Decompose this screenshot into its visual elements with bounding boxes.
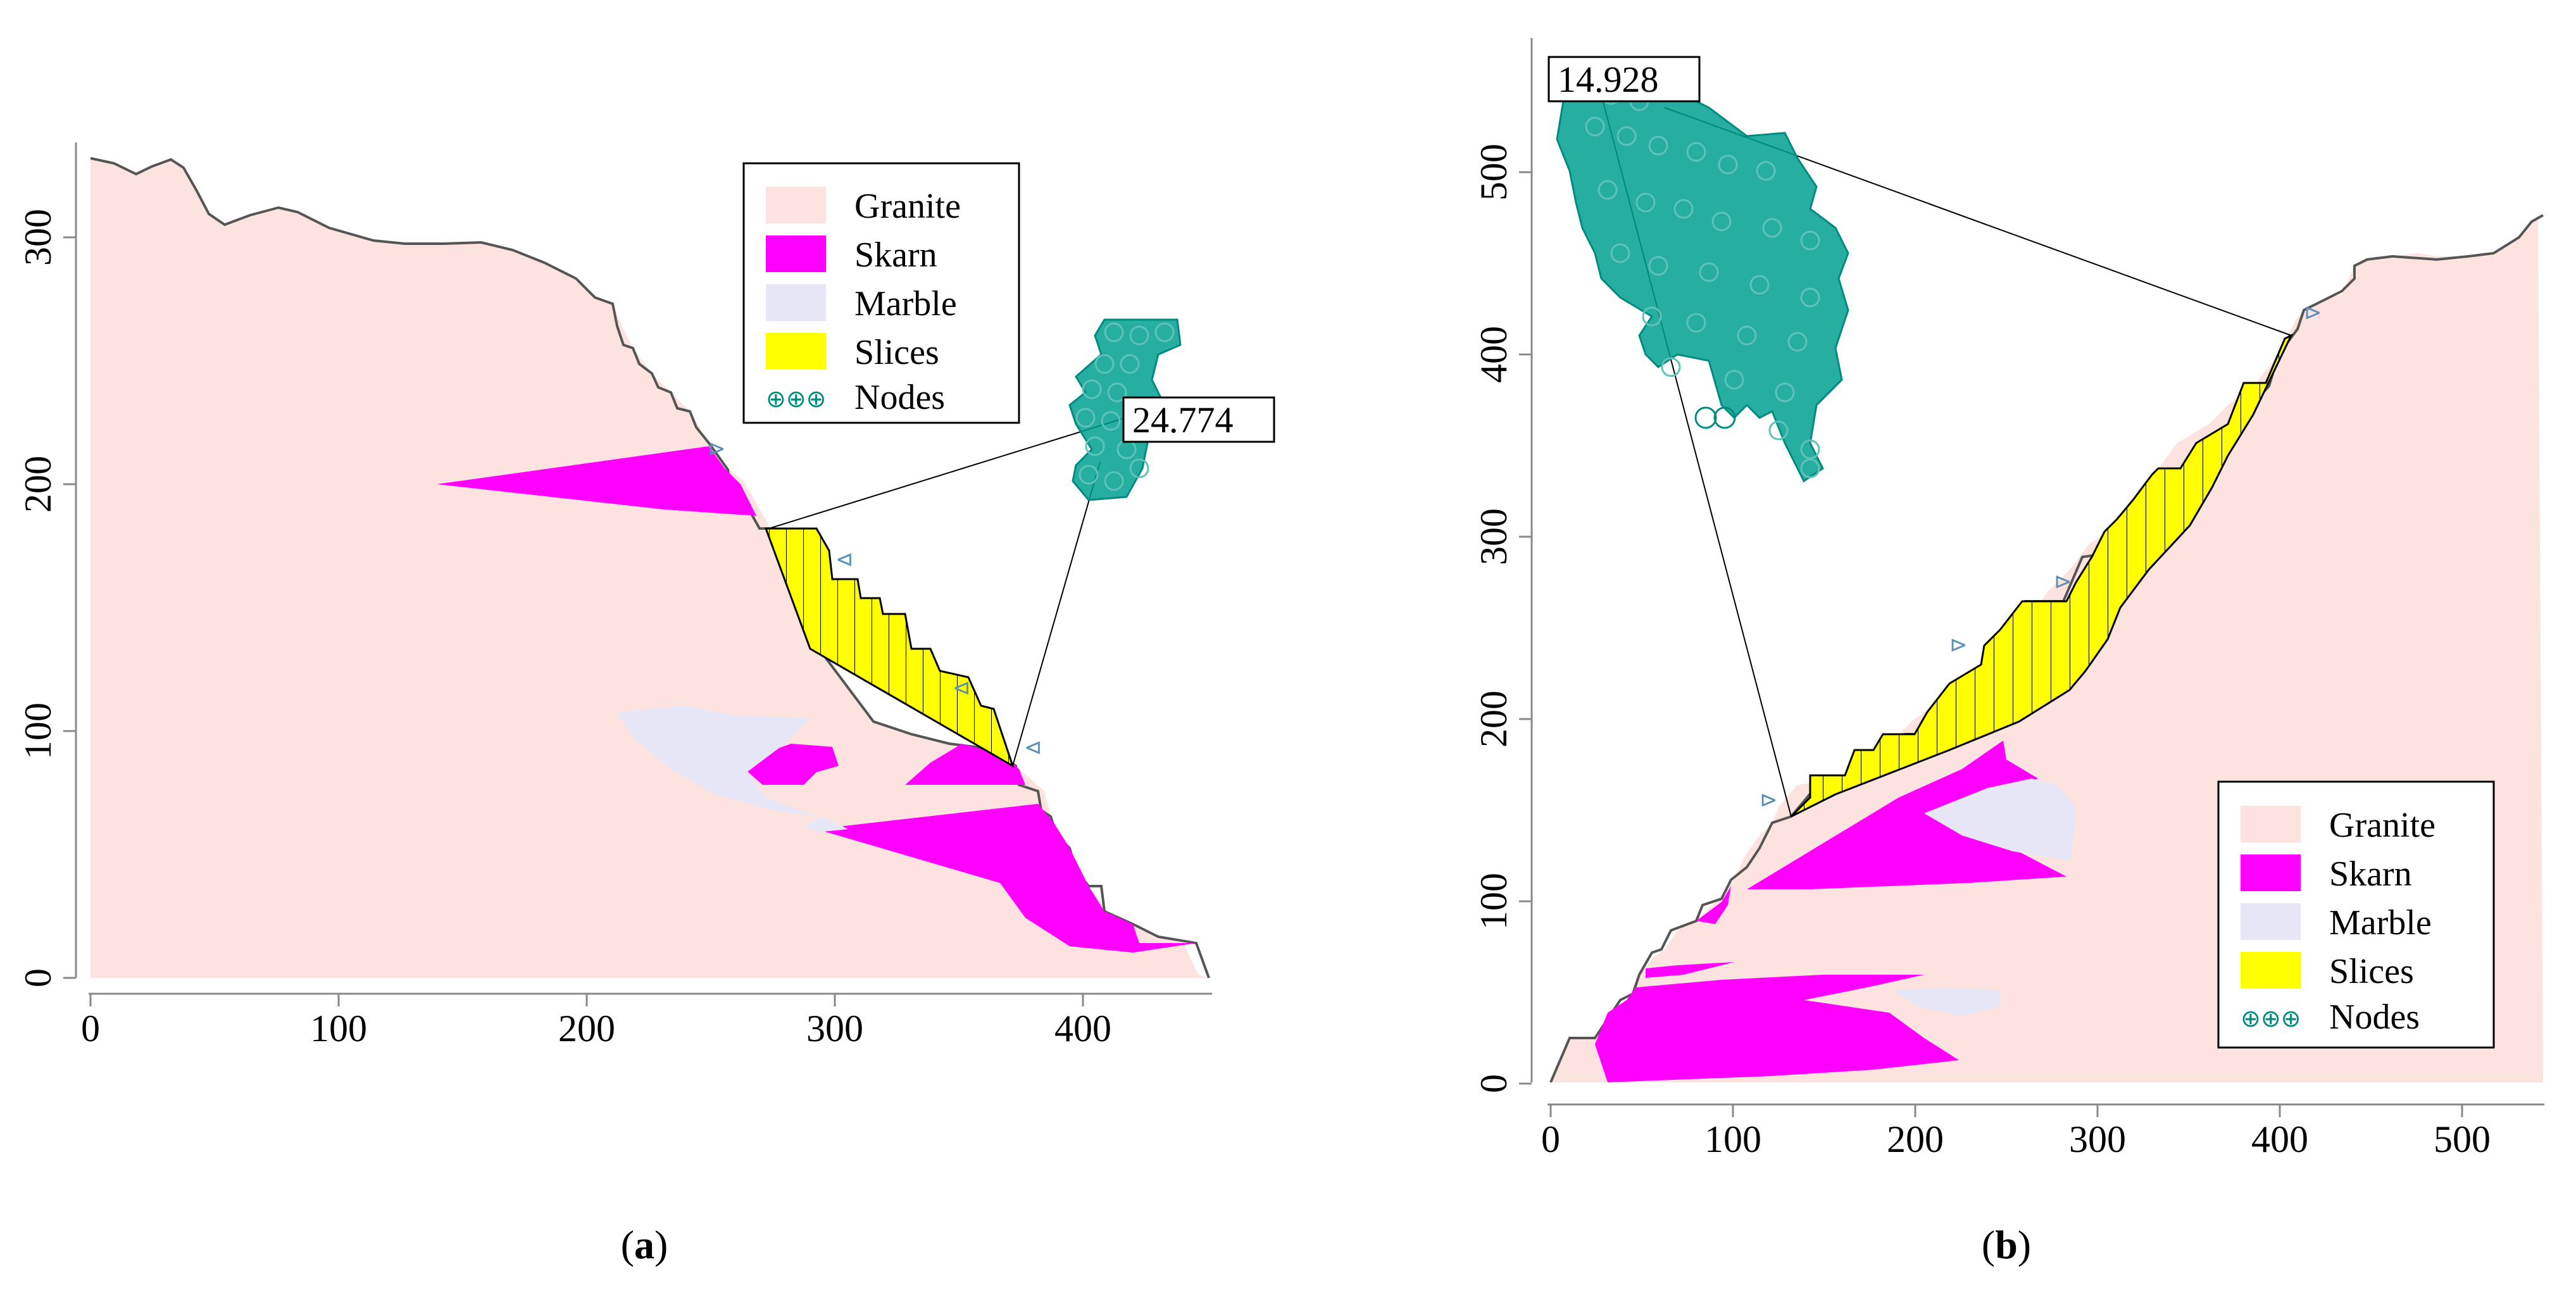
legend-b-swatch-marble <box>2241 903 2301 940</box>
skarn-body-b4 <box>1696 886 1731 924</box>
x-tick-label-b5: 500 <box>2434 1118 2491 1160</box>
legend-a-label-nodes: Nodes <box>854 378 945 417</box>
legend-a-label-slices: Slices <box>854 333 939 372</box>
legend-a-label-marble: Marble <box>854 284 957 323</box>
water-arrow-a3: ⊲ <box>953 675 971 701</box>
legend-a: ⊕⊕⊕ Granite Skarn Marble Slices Nodes <box>742 162 1020 424</box>
legend-a-label-skarn: Skarn <box>854 235 937 275</box>
x-tick-label-a3: 300 <box>806 1008 863 1049</box>
slice-mass-b <box>1790 333 2294 818</box>
panel-b: ⊳ ⊳ ⊳ ⊳ 14.928 <box>1473 38 2544 1267</box>
legend-a-swatch-skarn <box>766 235 826 272</box>
fos-box-b <box>1547 56 1701 103</box>
legend-b-label-granite: Granite <box>2329 806 2435 845</box>
fos-box-a <box>1122 396 1275 443</box>
radius-line-a2 <box>1012 461 1101 766</box>
x-tick-label-b0: 0 <box>1541 1118 1560 1160</box>
skarn-body-a1 <box>437 446 756 516</box>
panel-a: ⊳ ⊲ ⊲ ⊲ 24.774 <box>17 142 1275 1267</box>
legend-b-swatch-granite <box>2241 806 2301 842</box>
node-outliers-b <box>1694 406 1736 429</box>
legend-b-swatch-nodes: ⊕⊕⊕ <box>2241 1004 2301 1032</box>
node-cloud-b <box>1556 59 1849 483</box>
y-ticks-b <box>1519 171 1532 1085</box>
y-tick-label-b2: 200 <box>1473 691 1515 748</box>
y-tick-label-b1: 100 <box>1473 873 1515 930</box>
y-tick-label-a2: 200 <box>17 456 59 513</box>
skarn-body-b2 <box>1595 975 1959 1082</box>
fos-value-a: 24.774 <box>1132 399 1234 441</box>
y-tick-label-a0: 0 <box>17 968 59 987</box>
water-arrow-b3: ⊳ <box>2054 569 2072 594</box>
skarn-body-b3 <box>1646 962 1734 978</box>
water-arrow-b4: ⊳ <box>2304 300 2322 325</box>
skarn-body-a4 <box>816 804 1196 953</box>
legend-b-label-skarn: Skarn <box>2329 854 2412 894</box>
y-tick-label-a1: 100 <box>17 703 59 760</box>
legend-b-label-nodes: Nodes <box>2329 998 2420 1037</box>
water-arrow-b1: ⊳ <box>1760 787 1778 813</box>
x-tick-label-b4: 400 <box>2251 1118 2308 1160</box>
x-ticks-b <box>1549 1104 2463 1117</box>
legend-b-label-slices: Slices <box>2329 952 2414 991</box>
x-tick-label-b1: 100 <box>1704 1118 1761 1160</box>
marble-body-a2 <box>804 816 848 832</box>
water-arrow-a1: ⊳ <box>708 436 726 461</box>
y-ticks-a <box>63 236 76 979</box>
x-tick-label-a0: 0 <box>81 1008 100 1049</box>
x-tick-label-a1: 100 <box>310 1008 367 1049</box>
caption-b: (b) <box>1982 1222 2031 1267</box>
y-tick-label-a3: 300 <box>17 209 59 266</box>
caption-a: (a) <box>621 1222 668 1267</box>
legend-b-swatch-skarn <box>2241 854 2301 891</box>
legend-b-label-marble: Marble <box>2329 903 2432 942</box>
y-tick-label-b4: 400 <box>1473 326 1515 383</box>
radius-line-a1 <box>768 414 1137 529</box>
marble-body-b1 <box>1924 779 2076 861</box>
y-tick-label-b0: 0 <box>1473 1074 1515 1093</box>
x-tick-label-a4: 400 <box>1054 1008 1111 1049</box>
legend-a-swatch-granite <box>766 187 826 223</box>
legend-a-swatch-marble <box>766 284 826 321</box>
x-tick-label-b3: 300 <box>2069 1118 2126 1160</box>
legend-b: ⊕⊕⊕ Granite Skarn Marble Slices Nodes <box>2217 780 2495 1049</box>
legend-b-swatch-slices <box>2241 952 2301 989</box>
legend-a-swatch-nodes: ⊕⊕⊕ <box>766 385 827 413</box>
legend-a-swatch-slices <box>766 333 826 370</box>
x-ticks-a <box>89 994 1084 1006</box>
x-tick-label-b2: 200 <box>1887 1118 1944 1160</box>
marble-body-b2 <box>1892 987 2000 1016</box>
marble-body-a1 <box>617 706 816 816</box>
x-tick-label-a2: 200 <box>558 1008 615 1049</box>
skarn-body-b1 <box>1747 741 2066 889</box>
water-arrow-a4: ⊲ <box>1024 735 1042 760</box>
y-tick-label-b3: 300 <box>1473 508 1515 565</box>
water-arrow-a2: ⊲ <box>835 547 854 572</box>
y-tick-label-b5: 500 <box>1473 144 1515 201</box>
legend-a-label-granite: Granite <box>854 187 961 226</box>
slice-mass-a <box>764 527 1015 768</box>
fos-value-b: 14.928 <box>1558 59 1659 100</box>
water-arrow-b2: ⊳ <box>1949 632 1968 658</box>
